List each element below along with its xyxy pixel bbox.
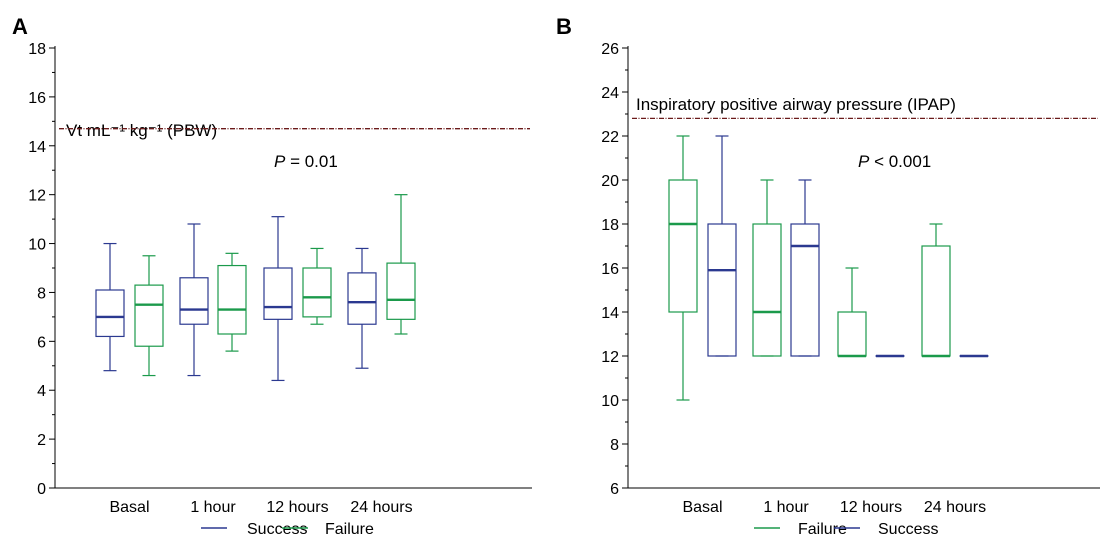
box-rect [922,246,950,356]
panel-a-y-tick-label: 16 [28,90,46,107]
panel-b-p-text: < 0.001 [869,152,931,171]
panel-b-annotation: Inspiratory positive airway pressure (IP… [636,95,956,114]
panel-a-annotation: Vt mL⁻¹ kg⁻¹ (PBW) [66,121,217,140]
panel-b-category-label: 24 hours [924,499,986,516]
panel-a-box-failure [303,248,331,324]
panel-b-y-tick-label: 26 [601,41,619,58]
box-rect [96,290,124,336]
panel-b-y-tick-label: 12 [601,349,619,366]
box-rect [180,278,208,324]
panel-b-box-success [708,136,736,356]
panel-a-y-tick-label: 2 [37,432,46,449]
box-rect [708,224,736,356]
panel-b-p-symbol: P [858,152,870,171]
box-rect [387,263,415,319]
panel-a-legend-label: Success [247,521,307,538]
panel-a-category-label: 12 hours [266,499,328,516]
panel-a-box-success [264,217,292,381]
panel-a-legend-label: Failure [325,521,374,538]
panel-a-y-tick-label: 18 [28,41,46,58]
panel-b-y-tick-label: 16 [601,261,619,278]
panel-b-legend-label: Success [878,521,938,538]
box-rect [135,285,163,346]
panel-b-box-success [791,180,819,356]
panel-b-legend-label: Failure [798,521,847,538]
panel-a-category-label: Basal [109,499,149,516]
panel-b-box-failure [669,136,697,400]
panel-b-y-tick-label: 6 [610,481,619,498]
panel-a-p-text: = 0.01 [285,152,337,171]
box-rect [669,180,697,312]
box-rect [348,273,376,324]
box-rect [264,268,292,319]
panel-a-box-success [348,248,376,368]
panel-a-letter: A [12,14,28,39]
panel-b-category-label: 1 hour [763,499,809,516]
panel-a-box-failure [135,256,163,376]
panel-b-letter: B [556,14,572,39]
panel-b-y-tick-label: 24 [601,85,619,102]
box-rect [218,266,246,334]
panel-a-y-tick-label: 14 [28,139,46,156]
panel-b-p-value: P < 0.001 [858,152,931,171]
panel-b-box-failure [838,268,866,356]
panel-a-p-symbol: P [274,152,286,171]
panel-a-p-value: P = 0.01 [274,152,338,171]
panel-b-y-tick-label: 10 [601,393,619,410]
panel-b-category-label: 12 hours [840,499,902,516]
panel-b-y-tick-label: 8 [610,437,619,454]
panel-b-category-label: Basal [682,499,722,516]
panel-b-y-tick-label: 14 [601,305,619,322]
panel-a-category-label: 24 hours [350,499,412,516]
panel-a-y-tick-label: 8 [37,285,46,302]
box-rect [753,224,781,356]
panel-a-y-tick-label: 4 [37,383,46,400]
box-rect [791,224,819,356]
panel-b-y-tick-label: 18 [601,217,619,234]
panel-b-box-failure [753,180,781,356]
panel-a-category-label: 1 hour [190,499,236,516]
panel-b-box-failure [922,224,950,356]
panel-a-box-success [180,224,208,376]
panel-a-y-tick-label: 12 [28,188,46,205]
panel-a-y-tick-label: 6 [37,334,46,351]
panel-a-box-failure [387,195,415,334]
panel-b-y-tick-label: 22 [601,129,619,146]
panel-a-box-failure [218,253,246,351]
panel-a-box-success [96,244,124,371]
panel-a-y-tick-label: 10 [28,237,46,254]
box-rect [838,312,866,356]
panel-b-y-tick-label: 20 [601,173,619,190]
box-rect [303,268,331,317]
panel-a-y-tick-label: 0 [37,481,46,498]
